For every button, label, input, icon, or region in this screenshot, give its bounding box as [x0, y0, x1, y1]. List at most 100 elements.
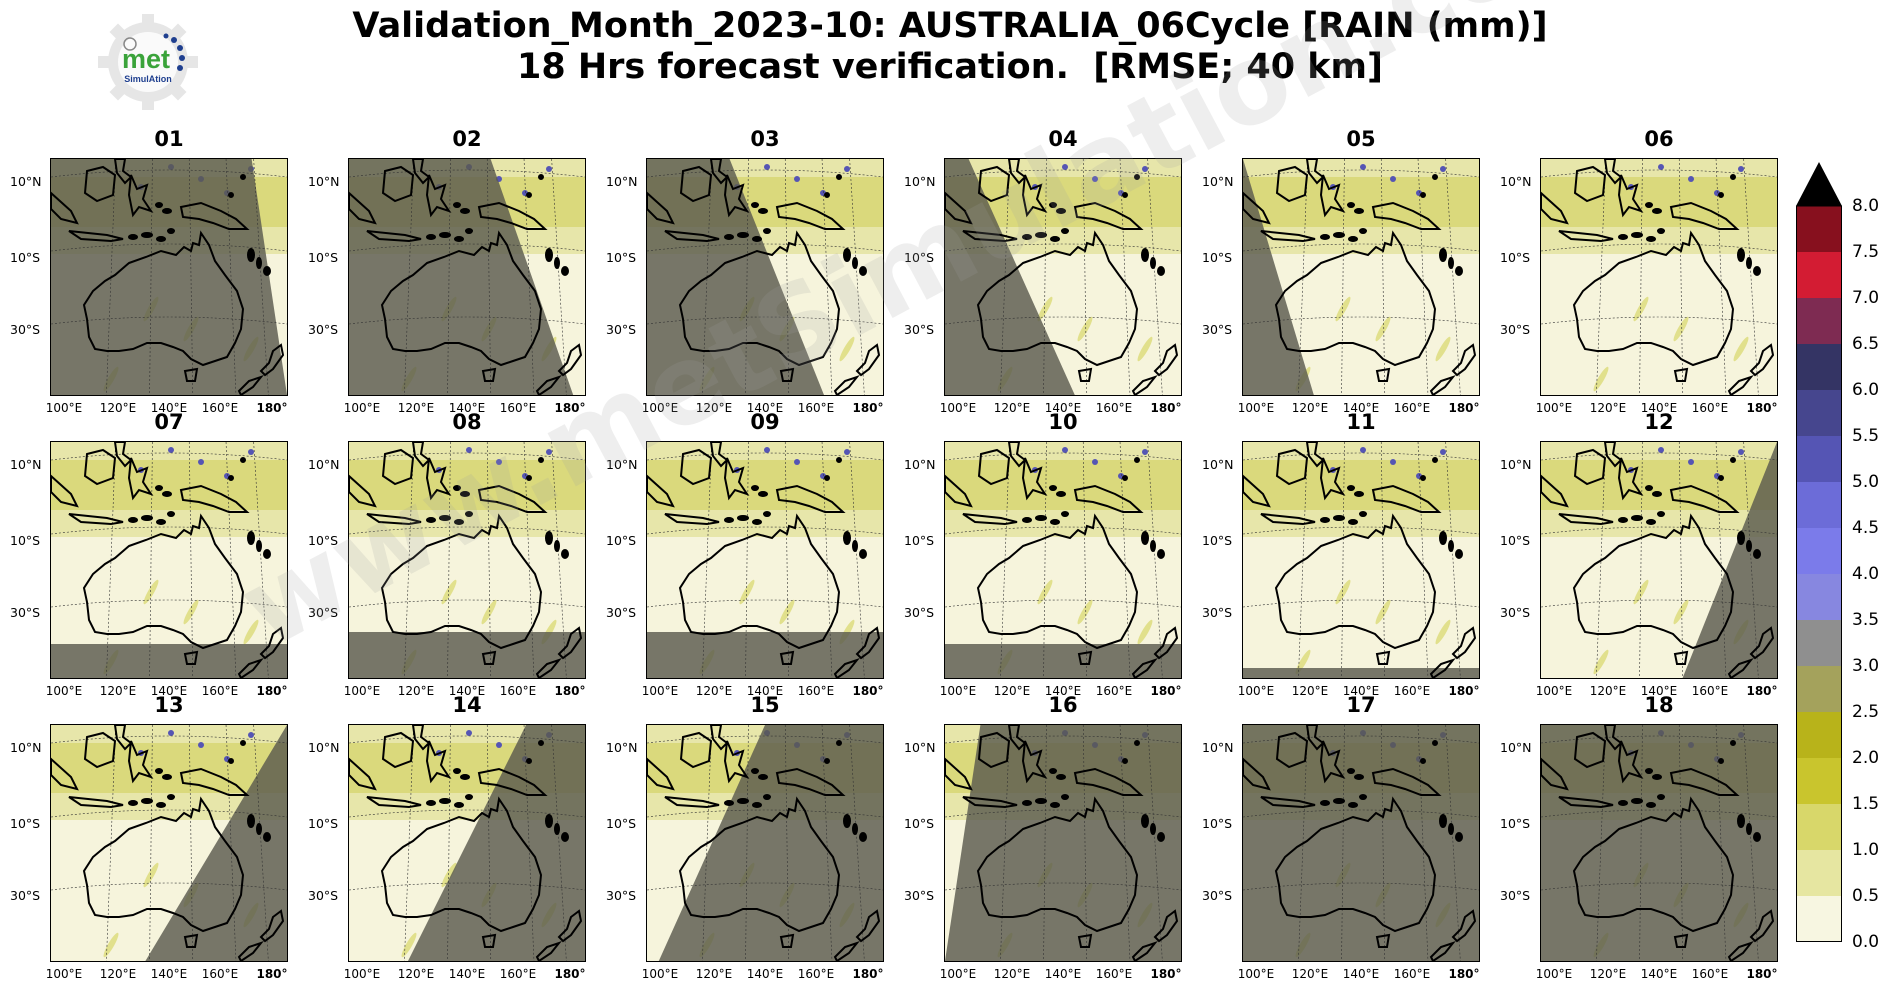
rain-maximum — [1658, 164, 1664, 170]
meridian — [1298, 725, 1308, 961]
lat-label: 10°N — [904, 457, 936, 472]
island — [1439, 531, 1447, 545]
parallel — [1243, 316, 1479, 325]
figure-title: Validation_Month_2023-10: AUSTRALIA_06Cy… — [250, 6, 1650, 88]
rain-streak — [441, 579, 457, 605]
island — [1455, 266, 1463, 276]
coastlines — [1541, 159, 1775, 395]
lat-label: 30°S — [10, 322, 41, 337]
island — [439, 515, 451, 521]
coastline — [179, 767, 250, 796]
island — [1157, 832, 1165, 842]
night-shading — [945, 725, 1181, 961]
coastline — [1260, 513, 1316, 526]
lon-label: 100°E — [939, 967, 977, 981]
lon-label: 120°E — [695, 684, 733, 698]
island — [263, 832, 271, 842]
island — [439, 798, 451, 804]
rain-band-heavy — [1243, 460, 1479, 510]
coastline — [1429, 343, 1477, 395]
parallel — [1243, 169, 1479, 178]
coastlines — [945, 442, 1179, 678]
rain-streak — [1077, 316, 1093, 342]
coastline — [1077, 367, 1093, 382]
coastline — [775, 201, 846, 230]
island — [1320, 800, 1330, 806]
coastline — [1573, 731, 1607, 769]
meridian — [225, 159, 237, 395]
rain-band-heavy — [1243, 177, 1479, 227]
island — [1049, 768, 1057, 774]
coastline — [1673, 650, 1689, 665]
meridian — [1082, 725, 1088, 961]
coastlines — [1243, 442, 1477, 678]
night-shading — [945, 644, 1181, 678]
coastlines — [349, 442, 583, 678]
lat-label: 30°S — [1500, 605, 1531, 620]
coastline — [1558, 513, 1614, 526]
coastline — [1572, 513, 1735, 650]
coastline — [1274, 513, 1437, 650]
coastline — [664, 796, 720, 809]
coastline — [1021, 457, 1048, 501]
island — [758, 491, 768, 497]
rain-streak — [1375, 316, 1391, 342]
coastline — [380, 230, 543, 367]
map-panel-06: 06 10°N 10°S 30°S 100°E 120°E 140°E 160°E 180° — [1500, 127, 1778, 415]
lon-label: 100°E — [1237, 401, 1275, 415]
map-panel-04: 04 10°N 10°S 30°S 100°E 120°E 140°E 160°E 180° — [904, 127, 1182, 415]
meridian — [1417, 159, 1429, 395]
lon-label: 100°E — [641, 684, 679, 698]
coastline — [83, 731, 117, 769]
island — [426, 800, 436, 806]
island — [852, 823, 858, 835]
coastline — [1603, 725, 1623, 751]
parallel — [349, 316, 585, 325]
island — [561, 832, 569, 842]
map-svg — [647, 442, 883, 678]
coastline — [1572, 796, 1735, 933]
coastline — [481, 933, 497, 948]
colorbar-bin — [1796, 574, 1842, 620]
island — [1618, 517, 1628, 523]
lon-label: 180° — [1150, 401, 1182, 415]
night-shading — [1243, 159, 1314, 395]
rain-maximum — [1390, 459, 1396, 465]
rain-maximum — [198, 742, 204, 748]
lat-label: 10°S — [606, 533, 637, 548]
coastline — [775, 484, 846, 513]
island — [1050, 519, 1060, 525]
island — [545, 531, 553, 545]
meridian — [106, 442, 116, 678]
meridian — [1596, 159, 1606, 395]
lon-label: 140°E — [150, 401, 188, 415]
coastline — [83, 165, 117, 203]
island — [1333, 232, 1345, 238]
island — [1652, 774, 1662, 780]
lon-label: 160°E — [499, 684, 537, 698]
parallel — [51, 169, 287, 178]
island — [751, 485, 759, 491]
lat-label: 10°N — [606, 740, 638, 755]
colorbar-bin — [1796, 390, 1842, 436]
meridian — [1119, 159, 1131, 395]
island — [1420, 192, 1426, 198]
lon-label: 120°E — [99, 401, 137, 415]
island — [1753, 549, 1761, 559]
coastline — [779, 367, 795, 382]
logo-text: met — [122, 44, 170, 74]
lon-label: 140°E — [448, 401, 486, 415]
island — [1646, 519, 1656, 525]
island — [1618, 800, 1628, 806]
island — [1618, 234, 1628, 240]
island — [1737, 248, 1745, 262]
coastline — [1727, 909, 1775, 961]
island — [1122, 758, 1128, 764]
coastline — [1275, 731, 1309, 769]
coastline — [1007, 159, 1027, 185]
rain-streak — [143, 862, 159, 888]
island — [852, 257, 858, 269]
meridian — [1147, 725, 1163, 961]
coastline — [425, 740, 452, 784]
panel-title: 14 — [452, 693, 482, 717]
